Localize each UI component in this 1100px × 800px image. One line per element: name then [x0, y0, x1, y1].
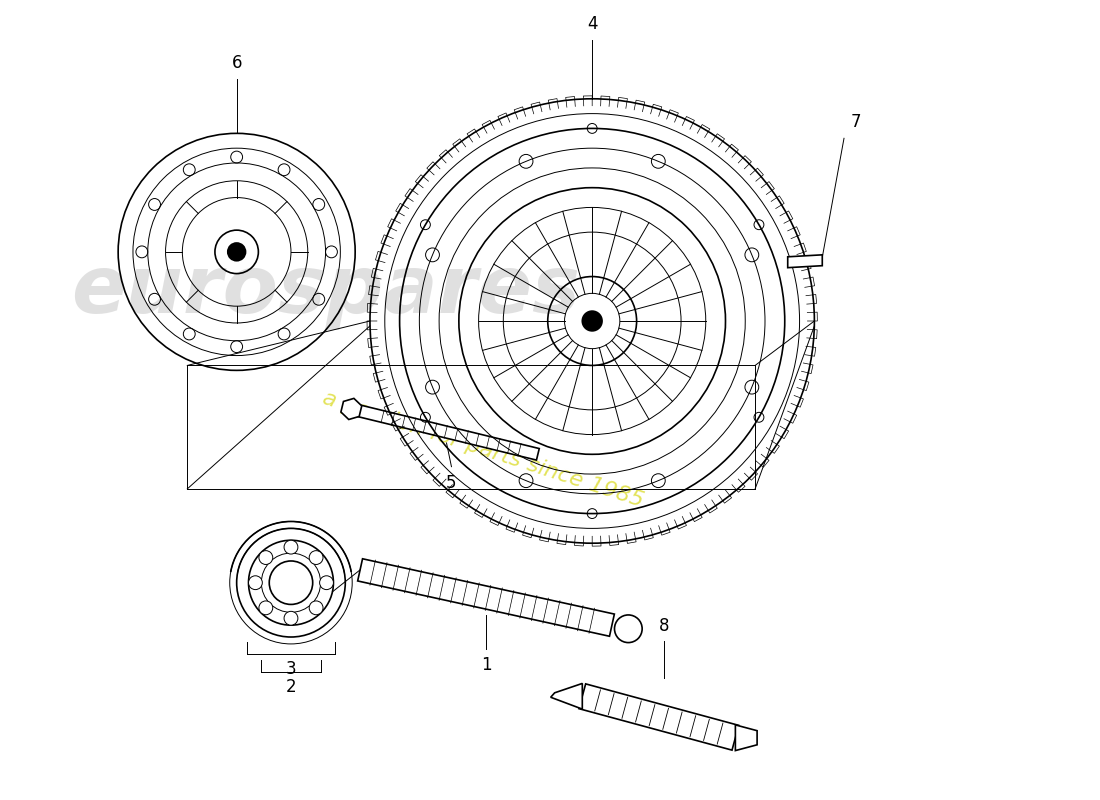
Circle shape: [258, 550, 273, 565]
Circle shape: [258, 601, 273, 614]
Circle shape: [309, 550, 323, 565]
Polygon shape: [341, 398, 362, 419]
Text: 5: 5: [447, 474, 456, 491]
Text: eurospares: eurospares: [72, 252, 580, 330]
Polygon shape: [358, 558, 615, 636]
Text: 6: 6: [231, 54, 242, 72]
Text: 2: 2: [286, 678, 296, 695]
Text: 3: 3: [286, 660, 296, 678]
Circle shape: [228, 243, 245, 261]
Circle shape: [284, 540, 298, 554]
Polygon shape: [788, 255, 823, 268]
Circle shape: [582, 311, 602, 331]
Text: 8: 8: [659, 617, 669, 635]
Polygon shape: [579, 684, 739, 750]
Circle shape: [249, 576, 262, 590]
Text: 1: 1: [481, 656, 492, 674]
Polygon shape: [736, 725, 757, 750]
Polygon shape: [551, 683, 582, 709]
Circle shape: [320, 576, 333, 590]
Circle shape: [284, 611, 298, 625]
Circle shape: [309, 601, 323, 614]
Text: a passion for parts since 1985: a passion for parts since 1985: [320, 388, 647, 511]
Polygon shape: [354, 404, 539, 460]
Text: 4: 4: [587, 14, 597, 33]
Text: 7: 7: [851, 114, 861, 131]
